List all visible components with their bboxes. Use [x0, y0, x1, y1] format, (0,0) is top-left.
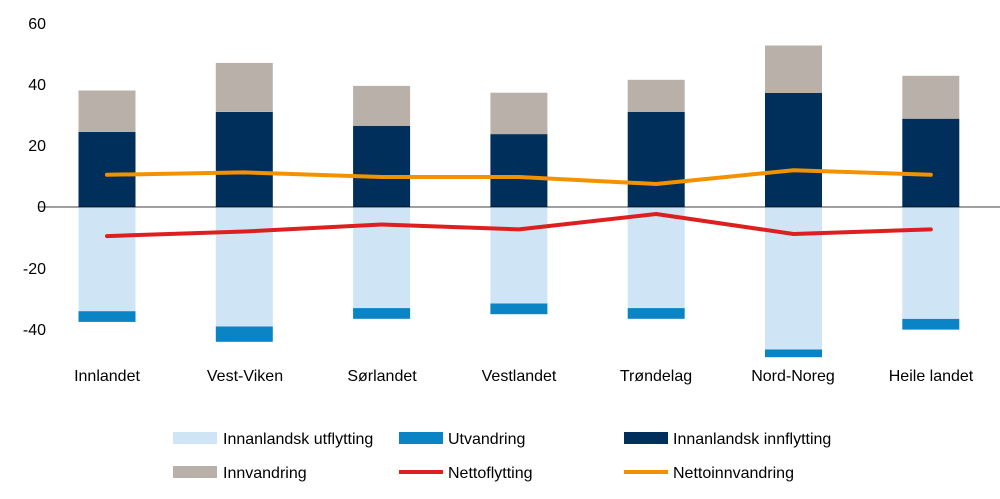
y-tick-label: -40	[23, 322, 46, 339]
y-tick-label: -20	[23, 261, 46, 278]
legend-item: Nettoinnvandring	[624, 465, 794, 482]
legend-item: Utvandring	[399, 431, 525, 448]
x-tick-label: Nord-Noreg	[751, 368, 835, 385]
legend-label: Innvandring	[223, 465, 307, 482]
legend-swatch	[624, 432, 668, 444]
bar-segment	[902, 207, 960, 319]
legend-item: Innanlandsk utflytting	[173, 431, 373, 448]
legend-swatch	[173, 432, 217, 444]
bar-segment	[627, 308, 685, 319]
y-tick-label: 20	[28, 138, 46, 155]
bar-segment	[353, 207, 411, 309]
bar-segment	[215, 112, 273, 207]
x-tick-label: Heile landet	[889, 368, 974, 385]
bar-segment	[627, 79, 685, 112]
bar-segment	[490, 207, 548, 304]
bar-segment	[353, 85, 411, 126]
x-axis: Innlandet Vest-Viken Sørlandet Vestlande…	[74, 368, 974, 385]
legend-label: Utvandring	[448, 431, 525, 448]
series-line	[105, 212, 933, 239]
bar-segment	[490, 303, 548, 315]
bar-segment	[765, 349, 822, 358]
legend-item: Innanlandsk innflytting	[624, 431, 831, 448]
legend: Innanlandsk utflytting Utvandring Innanl…	[173, 431, 831, 482]
bar-segment	[902, 318, 960, 330]
x-tick-label: Vest-Viken	[207, 368, 283, 385]
bar-segment	[490, 134, 548, 207]
bar-segment	[78, 207, 136, 312]
bar-segment	[765, 45, 822, 93]
x-tick-label: Sørlandet	[347, 368, 417, 385]
bar-segment	[902, 75, 960, 119]
x-tick-label: Innlandet	[74, 368, 140, 385]
bar-segment	[78, 131, 136, 207]
legend-swatch	[399, 432, 443, 444]
bar-segment	[490, 92, 548, 135]
x-tick-label: Vestlandet	[482, 368, 557, 385]
legend-label: Innanlandsk innflytting	[673, 431, 831, 448]
bar-segment	[627, 112, 685, 207]
bar-segment	[78, 90, 136, 132]
bar-segment	[215, 326, 273, 342]
bar-segment	[765, 93, 822, 207]
y-tick-label: 40	[28, 77, 46, 94]
y-tick-label: 0	[37, 199, 46, 216]
legend-item: Innvandring	[173, 465, 307, 482]
bar-segment	[902, 118, 960, 207]
bar-segment	[627, 207, 685, 309]
legend-label: Nettoflytting	[448, 465, 532, 482]
plot-area	[38, 45, 1000, 358]
y-tick-label: 60	[28, 16, 46, 33]
legend-swatch	[173, 466, 217, 478]
bar-segment	[765, 207, 822, 350]
bar-segment	[215, 207, 273, 327]
bar-segment	[353, 308, 411, 319]
legend-label: Nettoinnvandring	[673, 465, 794, 482]
series-line	[105, 168, 933, 186]
bar-segment	[78, 311, 136, 322]
bar-segment	[215, 62, 273, 112]
legend-item: Nettoflytting	[399, 465, 532, 482]
x-tick-label: Trøndelag	[620, 368, 692, 385]
bar-segment	[353, 125, 411, 207]
y-axis: 60 40 20 0 -20 -40	[23, 16, 46, 339]
legend-label: Innanlandsk utflytting	[223, 431, 373, 448]
